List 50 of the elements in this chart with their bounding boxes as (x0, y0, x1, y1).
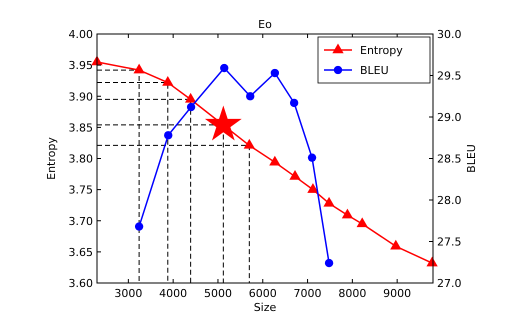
x-tick-label: 8000 (338, 287, 366, 300)
y-tick-label: 3.65 (68, 246, 93, 259)
point (342, 208, 354, 218)
point (356, 217, 368, 228)
y2-axis-title: BLEU (465, 144, 478, 173)
point (289, 170, 301, 180)
point (246, 92, 254, 100)
point (324, 258, 334, 268)
point (270, 68, 280, 78)
legend-label: BLEU (360, 64, 389, 77)
y-tick-label: 3.85 (68, 121, 93, 134)
x-tick-label: 4000 (159, 287, 188, 300)
x-tick-label: 3000 (114, 287, 142, 300)
point (164, 131, 172, 140)
point (323, 196, 335, 207)
y-tick-label: 3.60 (68, 277, 93, 290)
point (184, 92, 196, 103)
point (244, 138, 255, 149)
point (134, 222, 144, 231)
point (308, 153, 316, 162)
point (307, 183, 319, 193)
point (269, 156, 280, 166)
y2-tick-label: 28.0 (437, 194, 462, 207)
point (290, 98, 298, 108)
x-tick-label: 7000 (294, 287, 322, 300)
point (390, 240, 402, 250)
y2-tick-label: 28.5 (437, 152, 462, 166)
point (162, 76, 174, 86)
point (133, 64, 145, 74)
point (204, 106, 242, 141)
chart-title: Eo (258, 18, 272, 31)
x-tick-label: 5000 (204, 287, 232, 300)
y-tick-label: 3.90 (68, 90, 93, 104)
x-tick-label: 6000 (248, 287, 277, 300)
y-tick-label: 3.95 (68, 59, 93, 72)
legend-label: Entropy (360, 44, 404, 57)
point (220, 64, 228, 72)
y-tick-label: 3.70 (68, 214, 93, 228)
y2-tick-label: 27.0 (437, 277, 462, 290)
point (186, 102, 196, 112)
x-axis-title: Size (254, 301, 277, 314)
y2-tick-label: 29.0 (437, 111, 462, 124)
y2-tick-label: 30.0 (437, 28, 462, 41)
y-axis-title: Entropy (45, 136, 58, 180)
y-tick-label: 3.80 (68, 152, 93, 166)
y-tick-label: 3.75 (68, 184, 93, 197)
y-tick-label: 4.00 (68, 28, 93, 41)
y2-tick-label: 29.5 (437, 70, 462, 82)
x-tick-label: 9000 (383, 287, 412, 300)
y2-tick-label: 27.5 (437, 236, 462, 248)
